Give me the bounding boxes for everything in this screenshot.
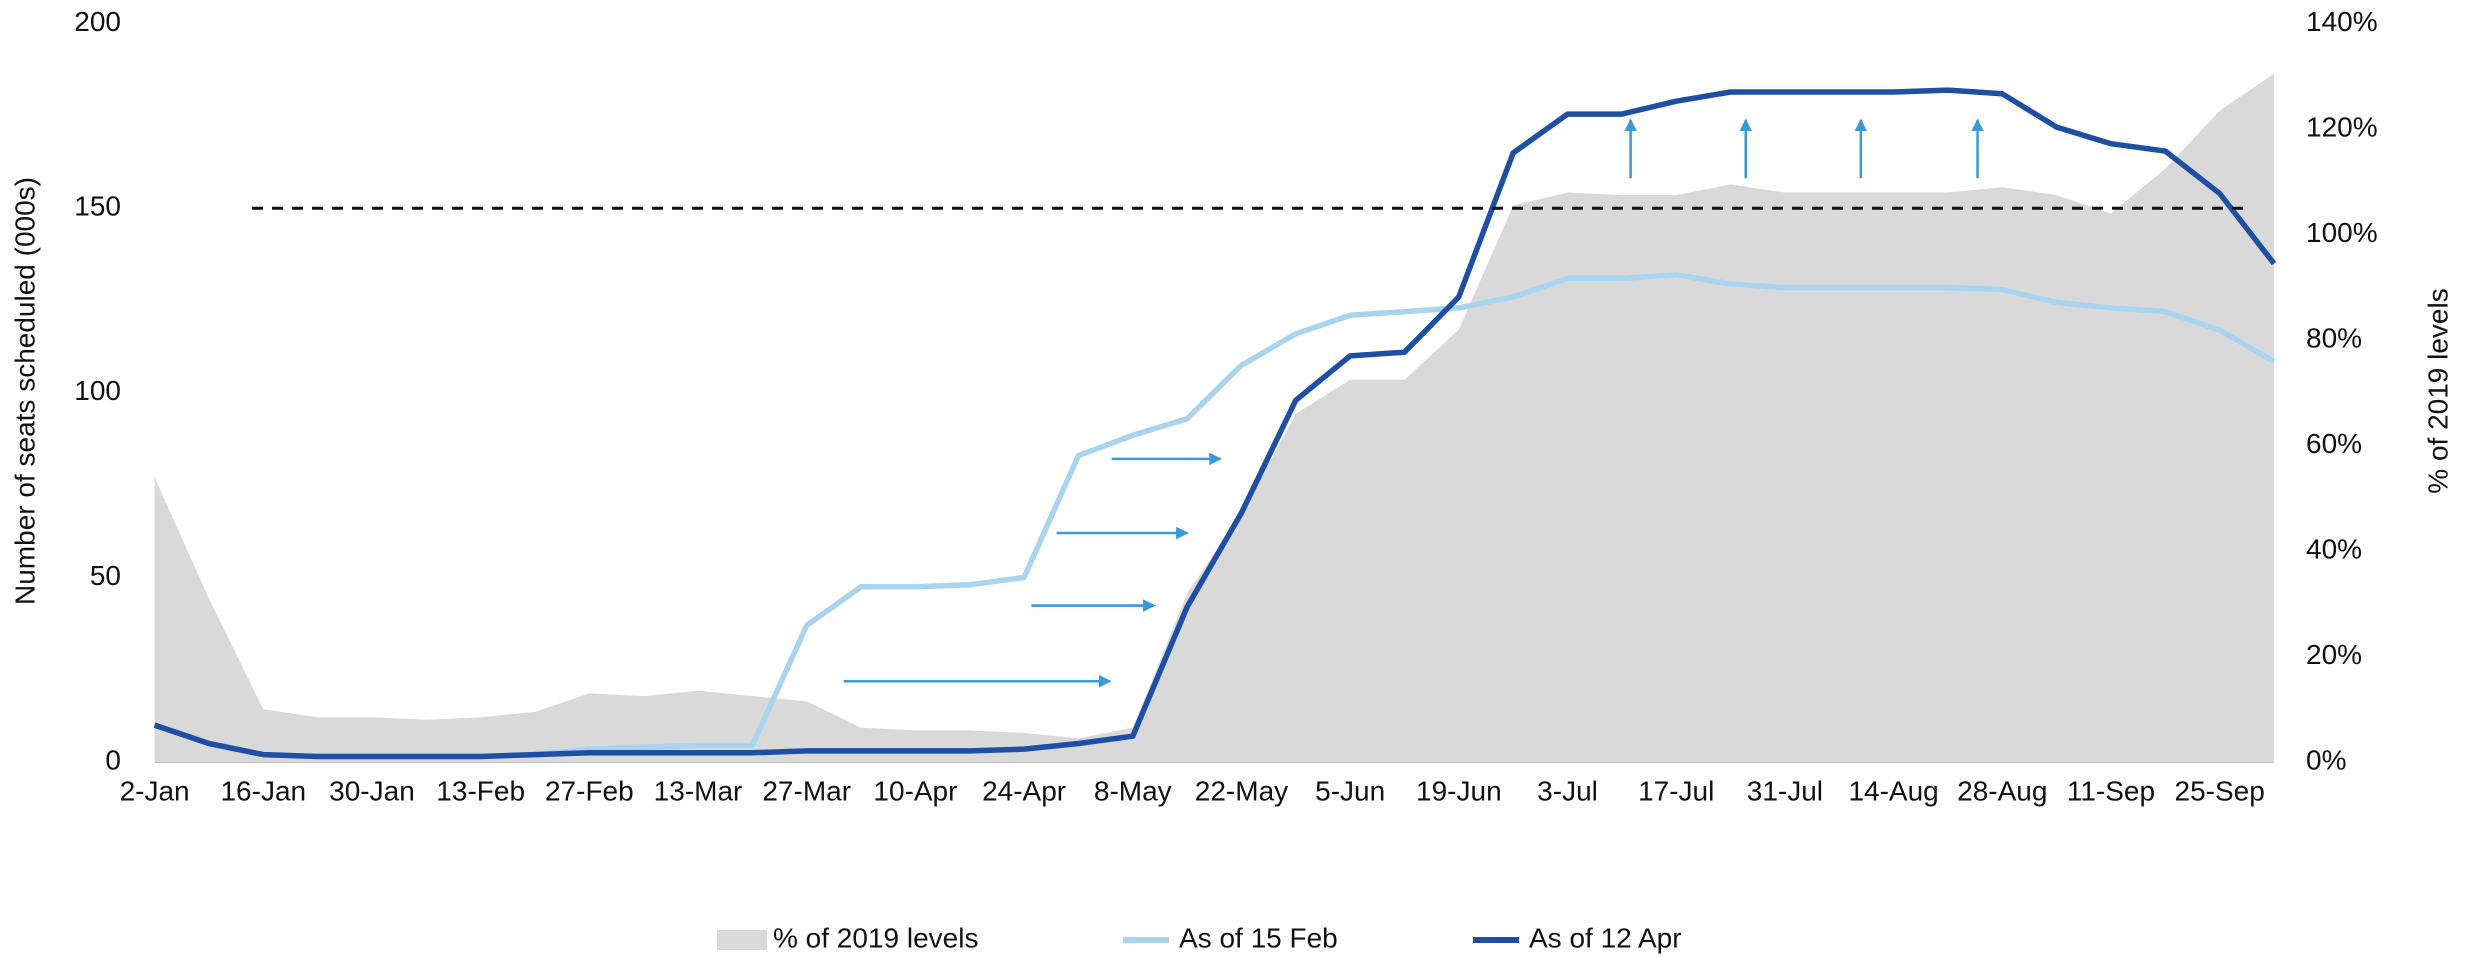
annotation-arrows: [843, 118, 1984, 688]
legend-label: As of 15 Feb: [1179, 922, 1338, 953]
x-tick-label: 31-Jul: [1747, 775, 1823, 806]
y-tick-label: 50: [90, 560, 121, 591]
x-tick-label: 24-Apr: [982, 775, 1066, 806]
x-tick-label: 13-Mar: [654, 775, 743, 806]
y2-tick-label: 100%: [2306, 217, 2378, 248]
line: [153, 87, 2277, 760]
x-tick-label: 22-May: [1195, 775, 1288, 806]
x-tick-label: 28-Aug: [1957, 775, 2047, 806]
y2-tick-label: 60%: [2306, 428, 2362, 459]
y2-axis-title: % of 2019 levels: [2422, 288, 2453, 493]
y2-tick-label: 80%: [2306, 323, 2362, 354]
area: [154, 73, 2274, 763]
legend-label: As of 12 Apr: [1529, 922, 1682, 953]
x-tick-label: 25-Sep: [2175, 775, 2265, 806]
y2-tick-label: 0%: [2306, 744, 2346, 775]
x-tick-label: 27-Mar: [762, 775, 851, 806]
x-tick-label: 2-Jan: [120, 775, 190, 806]
x-tick-label: 16-Jan: [220, 775, 306, 806]
y-tick-label: 150: [74, 191, 121, 222]
x-tick-label: 19-Jun: [1416, 775, 1502, 806]
y2-tick-label: 140%: [2306, 6, 2378, 37]
x-tick-label: 14-Aug: [1848, 775, 1938, 806]
legend-swatch: [717, 930, 767, 950]
x-tick-label: 5-Jun: [1315, 775, 1385, 806]
x-tick-label: 13-Feb: [436, 775, 525, 806]
x-tick-label: 10-Apr: [873, 775, 957, 806]
x-tick-label: 8-May: [1094, 775, 1172, 806]
y-tick-label: 200: [74, 6, 121, 37]
y-axis-title: Number of seats scheduled (000s): [9, 177, 40, 605]
y-tick-label: 100: [74, 375, 121, 406]
y2-tick-label: 40%: [2306, 533, 2362, 564]
legend-label: % of 2019 levels: [773, 922, 978, 953]
x-tick-label: 3-Jul: [1537, 775, 1598, 806]
x-tick-label: 30-Jan: [329, 775, 415, 806]
x-tick-label: 27-Feb: [545, 775, 634, 806]
x-tick-label: 17-Jul: [1638, 775, 1714, 806]
y2-tick-label: 120%: [2306, 112, 2378, 143]
y-tick-label: 0: [105, 744, 121, 775]
x-tick-label: 11-Sep: [2067, 775, 2155, 806]
y2-tick-label: 20%: [2306, 639, 2362, 670]
